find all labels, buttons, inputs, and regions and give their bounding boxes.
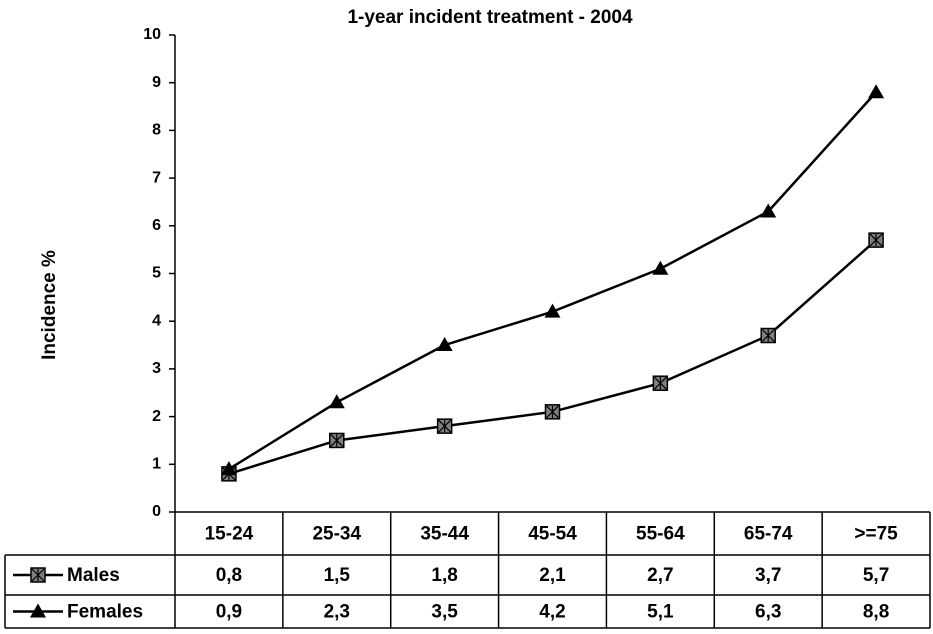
value-label: 6,3 xyxy=(755,602,781,623)
y-tick-label: 4 xyxy=(152,312,161,329)
marker xyxy=(868,84,885,99)
value-label: 2,1 xyxy=(539,565,566,586)
marker xyxy=(760,203,777,218)
marker xyxy=(328,394,345,409)
legend-label: Males xyxy=(67,565,120,586)
x-tick-label: 35-44 xyxy=(420,524,469,545)
marker xyxy=(220,461,237,476)
marker xyxy=(652,260,669,275)
y-tick-label: 0 xyxy=(152,503,161,520)
legend-label: Females xyxy=(67,602,143,623)
value-label: 2,7 xyxy=(647,565,673,586)
y-tick-label: 10 xyxy=(143,26,161,43)
x-tick-label: 25-34 xyxy=(312,524,361,545)
y-axis-label: Incidence % xyxy=(39,250,60,360)
y-tick-label: 9 xyxy=(152,74,161,91)
value-label: 1,8 xyxy=(431,565,457,586)
marker xyxy=(544,404,561,420)
marker xyxy=(30,567,46,583)
x-tick-label: 55-64 xyxy=(636,524,685,545)
marker xyxy=(760,327,776,344)
y-tick-label: 2 xyxy=(152,408,161,425)
value-label: 1,5 xyxy=(324,565,351,586)
marker xyxy=(868,232,884,248)
x-tick-label: >=75 xyxy=(854,524,898,545)
series-line xyxy=(228,239,877,476)
y-tick-label: 5 xyxy=(152,265,161,282)
value-label: 3,5 xyxy=(431,602,458,623)
x-tick-label: 15-24 xyxy=(205,524,254,545)
y-tick-label: 1 xyxy=(152,456,161,473)
value-label: 8,8 xyxy=(863,602,889,623)
value-label: 0,9 xyxy=(216,602,242,623)
x-tick-label: 45-54 xyxy=(528,524,577,545)
marker xyxy=(30,603,46,618)
y-tick-label: 6 xyxy=(152,217,161,234)
y-tick-label: 7 xyxy=(152,169,161,186)
value-label: 5,1 xyxy=(647,602,674,623)
marker xyxy=(544,303,561,318)
marker xyxy=(436,337,453,352)
value-label: 4,2 xyxy=(539,602,565,623)
y-tick-label: 8 xyxy=(152,122,161,139)
chart-title: 1-year incident treatment - 2004 xyxy=(347,7,633,28)
marker xyxy=(436,418,453,434)
x-tick-label: 65-74 xyxy=(744,524,793,545)
marker xyxy=(329,432,345,449)
value-label: 3,7 xyxy=(755,565,781,586)
value-label: 0,8 xyxy=(216,565,242,586)
y-tick-label: 3 xyxy=(152,360,161,377)
value-label: 5,7 xyxy=(863,565,889,586)
marker xyxy=(652,375,669,391)
value-label: 2,3 xyxy=(324,602,350,623)
